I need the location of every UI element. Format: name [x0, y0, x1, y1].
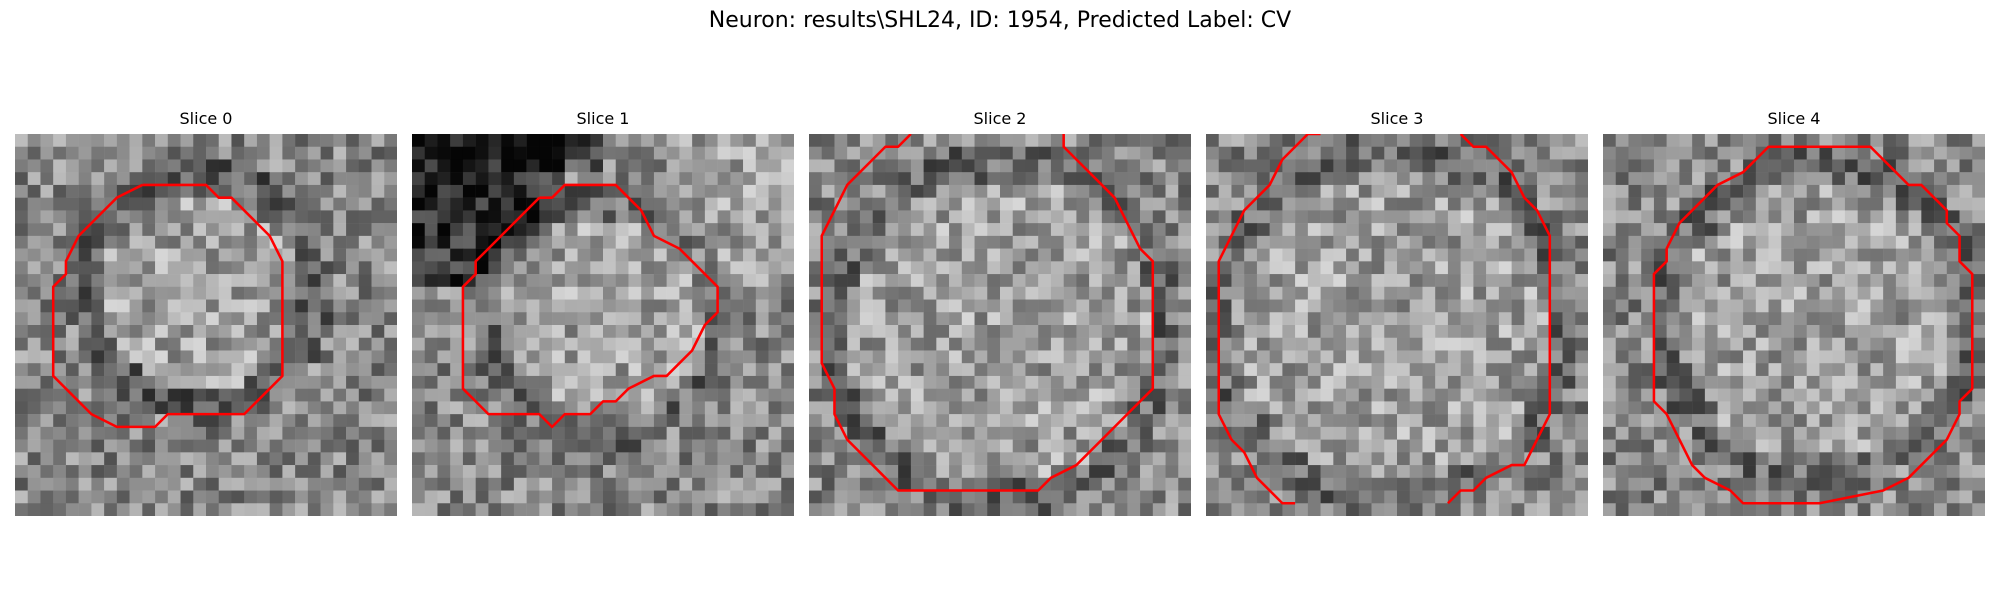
slice-image-1: [412, 134, 794, 516]
slice-title-3: Slice 3: [1370, 109, 1424, 128]
figure-title: Neuron: results\SHL24, ID: 1954, Predict…: [708, 8, 1292, 33]
slice-image-3: [1206, 134, 1588, 516]
slice-panel-0: Slice 0: [15, 106, 397, 518]
slice-title-0: Slice 0: [179, 109, 233, 128]
segmentation-contour-1: [461, 183, 719, 429]
slice-panel-4: Slice 4: [1603, 106, 1985, 518]
slice-image-4: [1603, 134, 1985, 516]
slice-panel-3: Slice 3: [1206, 106, 1588, 518]
slice-panel-1: Slice 1: [412, 106, 794, 518]
slice-title-2: Slice 2: [973, 109, 1027, 128]
slice-image-0: [15, 134, 397, 516]
segmentation-contour-2: [820, 134, 1155, 492]
slice-panels: Slice 0 Slice 1 Slice 2 Slice 3 Slice 4: [15, 106, 1985, 518]
slice-image-2: [809, 134, 1191, 516]
segmentation-contour-4: [1652, 145, 1974, 505]
segmentation-contour-3: [1217, 134, 1321, 505]
segmentation-contour-3b: [1447, 134, 1552, 505]
slice-panel-2: Slice 2: [809, 106, 1191, 518]
slice-title-1: Slice 1: [576, 109, 630, 128]
segmentation-contour-0: [51, 183, 284, 429]
slice-title-4: Slice 4: [1767, 109, 1821, 128]
